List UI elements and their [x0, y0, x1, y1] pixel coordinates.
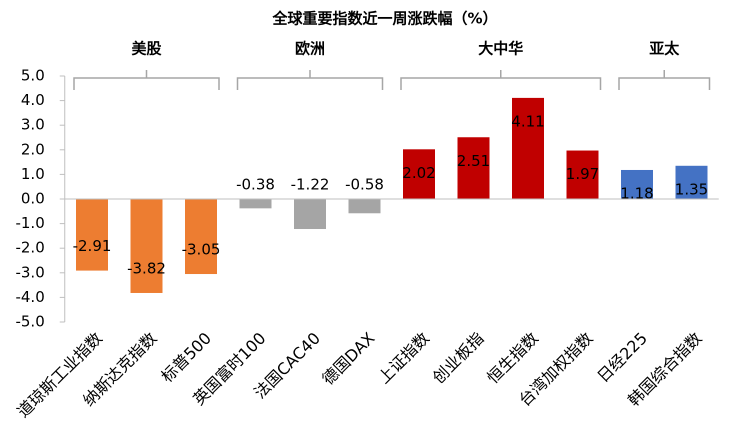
group-bracket	[400, 70, 602, 90]
bar	[566, 150, 599, 199]
bar	[675, 165, 708, 199]
bar	[76, 199, 108, 271]
data-label: 1.97	[566, 165, 599, 183]
x-tick-label: 上证指数	[374, 329, 433, 388]
data-label: -0.38	[236, 176, 275, 194]
x-tick-label: 创业板指	[429, 329, 488, 388]
bar	[185, 199, 217, 275]
data-label: -1.22	[291, 176, 330, 194]
y-tick-label: 2.0	[21, 140, 45, 158]
data-label: -2.91	[73, 237, 112, 255]
data-label: 2.51	[457, 152, 490, 170]
bar	[621, 169, 653, 199]
data-label: 2.02	[402, 164, 435, 182]
data-label: 4.11	[511, 112, 544, 130]
bar	[294, 199, 326, 230]
group-label: 美股	[131, 40, 162, 58]
data-label: -0.58	[345, 176, 384, 194]
group-label: 欧洲	[295, 40, 325, 58]
data-label: 1.18	[620, 184, 653, 202]
bar	[457, 137, 490, 199]
bar	[403, 149, 435, 199]
y-tick-label: 3.0	[21, 116, 45, 134]
data-label: 1.35	[675, 180, 708, 198]
bar	[348, 199, 381, 214]
group-bracket	[73, 70, 220, 90]
y-tick-label: -3.0	[15, 263, 44, 281]
bar	[239, 199, 272, 209]
y-tick-label: -4.0	[15, 288, 44, 306]
y-tick-label: -2.0	[15, 239, 44, 257]
chart-title: 全球重要指数近一周涨跌幅（%）	[271, 10, 497, 28]
group-bracket	[618, 70, 711, 90]
data-label: -3.82	[127, 259, 166, 277]
y-tick-label: -1.0	[15, 214, 44, 232]
y-tick-label: 0.0	[21, 190, 45, 208]
y-tick-label: 1.0	[21, 165, 45, 183]
bar	[512, 97, 544, 199]
group-label: 亚太	[649, 40, 680, 58]
x-tick-label: 德国DAX	[318, 329, 378, 389]
group-bracket	[236, 70, 384, 90]
y-tick-label: 5.0	[21, 67, 45, 85]
group-label: 大中华	[478, 40, 523, 58]
y-tick-label: 4.0	[21, 91, 45, 109]
data-label: -3.05	[182, 241, 221, 259]
y-tick-label: -5.0	[15, 313, 44, 331]
bar	[130, 199, 163, 293]
